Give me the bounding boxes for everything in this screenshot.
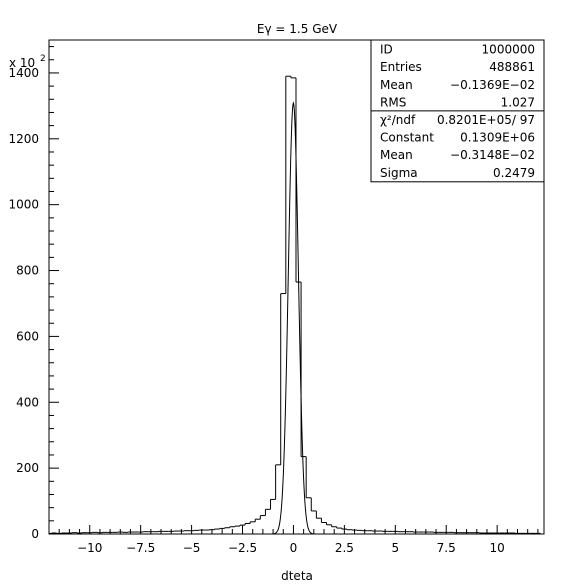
stats-value: 0.2479 — [493, 166, 535, 180]
x-tick-label: −2.5 — [228, 541, 257, 555]
x-axis-label: dteta — [281, 569, 313, 583]
stats-label: Mean — [380, 78, 413, 92]
y-axis: 0 200 400 600 800 1000 1200 1400 — [8, 46, 59, 541]
y-tick-label: 1200 — [8, 132, 39, 146]
plot-frame — [48, 39, 545, 535]
x-tick-label: 7.5 — [437, 541, 456, 555]
y-tick-label: 200 — [16, 461, 39, 475]
stats-label: Entries — [380, 60, 422, 74]
stats-label: Sigma — [380, 166, 418, 180]
stats-label: χ²/ndf — [380, 113, 416, 127]
x-tick-label: 2.5 — [335, 541, 354, 555]
stats-value: −0.1369E−02 — [450, 78, 535, 92]
fit-curve-line — [260, 101, 327, 535]
histogram-series — [49, 75, 541, 534]
stats-box: ID 1000000 Entries 488861 Mean −0.1369E−02 RMS… — [370, 39, 545, 183]
stats-label: RMS — [380, 95, 406, 109]
stats-value: 488861 — [489, 60, 535, 74]
stats-value: −0.3148E−02 — [450, 148, 535, 162]
y-scale-label: x 10 2 — [9, 54, 46, 70]
stats-label: Constant — [380, 131, 434, 145]
y-tick-label: 600 — [16, 329, 39, 343]
x-tick-label: −5 — [183, 541, 201, 555]
y-tick-label: 0 — [31, 527, 39, 541]
stats-value: 0.8201E+05/ 97 — [437, 113, 535, 127]
x-tick-label: −7.5 — [126, 541, 155, 555]
stats-label: ID — [380, 43, 393, 57]
stats-label: Mean — [380, 148, 413, 162]
y-tick-label: 800 — [16, 264, 39, 278]
x-tick-label: 0 — [290, 541, 298, 555]
y-tick-label: 1400 — [8, 66, 39, 80]
x-tick-label: −10 — [77, 541, 102, 555]
stats-value: 0.1309E+06 — [460, 131, 535, 145]
x-axis: −10 −7.5 −5 −2.5 0 2.5 5 7.5 10 — [48, 525, 539, 555]
stats-value: 1000000 — [482, 43, 535, 57]
gaussian-fit — [260, 101, 327, 535]
x-tick-label: 10 — [490, 541, 505, 555]
stats-value: 1.027 — [501, 95, 535, 109]
y-tick-label: 400 — [16, 395, 39, 409]
x-tick-label: 5 — [391, 541, 399, 555]
chart-title: Eγ = 1.5 GeV — [257, 22, 338, 36]
y-scale-exponent: 2 — [40, 54, 46, 64]
y-tick-label: 1000 — [8, 198, 39, 212]
y-scale-base: x 10 — [9, 56, 35, 70]
